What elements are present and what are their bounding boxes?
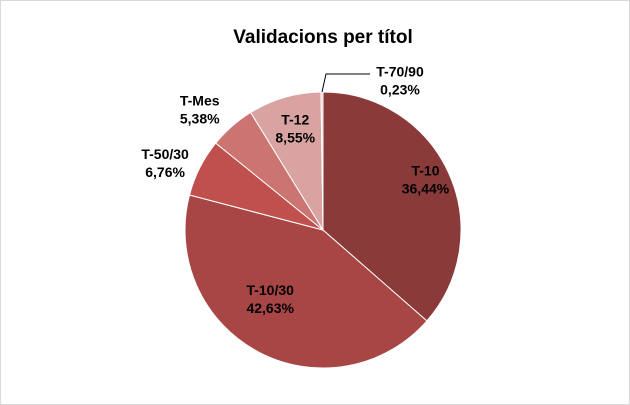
chart-title: Validacions per títol [233, 27, 413, 48]
slice-value-label: 6,76% [145, 164, 185, 180]
slice-value-label: 0,23% [380, 82, 420, 98]
slice-value-label: 42,63% [246, 300, 294, 316]
slice-label: T-12 [281, 111, 309, 127]
slice-label: T-10/30 [246, 282, 294, 298]
slice-label: T-10 [411, 163, 439, 179]
slice-value-label: 36,44% [402, 181, 450, 197]
slice-value-label: 8,55% [275, 129, 315, 145]
slice-label: T-Mes [180, 92, 220, 108]
leader-line [321, 73, 370, 93]
slice-value-label: 5,38% [180, 110, 220, 126]
pie-slice [322, 91, 462, 322]
pie-slice [184, 194, 428, 369]
slice-label: T-70/90 [376, 64, 424, 80]
slice-label: T-50/30 [141, 146, 189, 162]
